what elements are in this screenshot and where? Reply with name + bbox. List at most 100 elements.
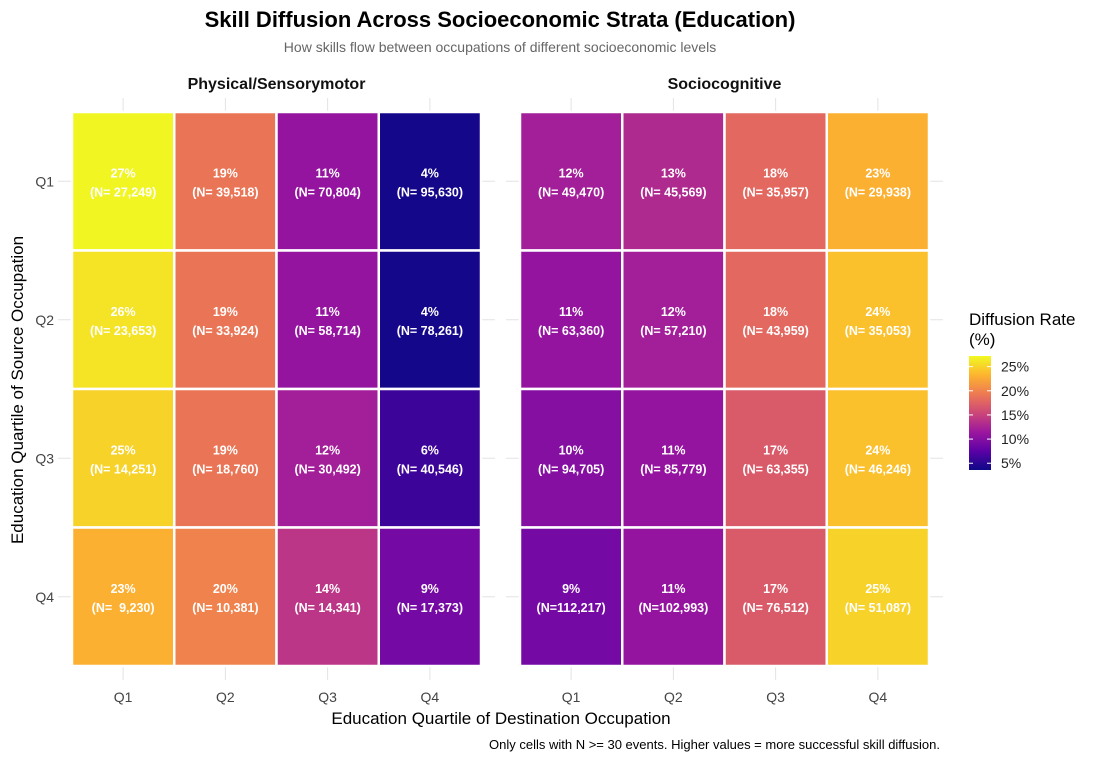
y-tick-label: Q3 [35,450,54,466]
chart-subtitle: How skills flow between occupations of d… [284,39,716,55]
color-legend: Diffusion Rate (%) 5% 10% 15% 20% 25% [969,310,1075,471]
heatmap-cell [723,110,828,252]
x-tick-label: Q1 [562,689,581,705]
cell-rate-label: 24% [865,443,890,457]
cell-rate-label: 19% [213,443,238,457]
cell-count-label: (N= 95,630) [397,185,463,199]
legend-tick-label: 10% [1001,431,1029,447]
y-tick-label: Q2 [35,312,54,328]
heatmap-cell [173,526,278,668]
x-tick-label: Q4 [421,689,440,705]
heatmap-cell [70,110,176,252]
heatmap-cell [70,526,176,668]
cell-rate-label: 12% [559,166,584,180]
cell-rate-label: 11% [315,305,339,319]
cell-count-label: (N= 45,569) [640,185,706,199]
cell-rate-label: 12% [661,305,686,319]
heatmap-cell [518,526,624,668]
heatmap-cell [173,387,278,529]
cell-rate-label: 9% [562,582,580,596]
cell-count-label: (N= 29,938) [845,185,911,199]
legend-tick-label: 20% [1001,383,1029,399]
heatmap-cell [518,110,624,252]
cell-rate-label: 14% [315,582,340,596]
y-tick-label: Q1 [35,173,54,189]
cell-rate-label: 11% [661,582,685,596]
heatmap-cell [825,526,931,668]
heatmap-cell [621,249,726,391]
cell-rate-label: 20% [213,582,238,596]
cell-rate-label: 27% [111,166,136,180]
cell-count-label: (N= 10,381) [192,601,258,615]
facet-title: Sociocognitive [668,76,782,93]
cell-rate-label: 11% [661,443,685,457]
heatmap-cell [825,387,931,529]
cell-rate-label: 25% [111,443,136,457]
cell-count-label: (N= 35,957) [742,185,808,199]
heatmap-cell [275,387,380,529]
cell-count-label: (N= 70,804) [294,185,360,199]
cell-rate-label: 13% [661,166,686,180]
x-tick-label: Q2 [664,689,683,705]
cell-rate-label: 10% [559,443,584,457]
cell-count-label: (N= 14,341) [294,601,360,615]
x-tick-label: Q3 [766,689,785,705]
cell-rate-label: 26% [111,305,136,319]
cell-count-label: (N= 43,959) [742,324,808,338]
cell-count-label: (N= 17,373) [397,601,463,615]
cell-rate-label: 25% [865,582,890,596]
cell-count-label: (N= 49,470) [538,185,604,199]
cell-count-label: (N= 39,518) [192,185,258,199]
legend-tick-label: 5% [1001,455,1021,471]
cell-count-label: (N= 51,087) [845,601,911,615]
cell-rate-label: 18% [763,305,788,319]
legend-tick-label: 25% [1001,359,1029,375]
cell-count-label: (N= 27,249) [90,185,156,199]
heatmap-cell [377,387,483,529]
cell-count-label: (N= 33,924) [192,324,258,338]
cell-count-label: (N= 63,355) [742,462,808,476]
heatmap-cell [70,387,176,529]
heatmap-cell [377,526,483,668]
legend-title-line-1: Diffusion Rate [969,310,1075,329]
cell-count-label: (N=112,217) [537,601,606,615]
cell-count-label: (N= 78,261) [397,324,463,338]
heatmap-cell [723,387,828,529]
x-tick-label: Q3 [318,689,337,705]
legend-colorbar [969,356,991,470]
cell-count-label: (N= 40,546) [397,462,463,476]
facet-panel: Physical/Sensorymotor 27% (N= 27,249) 19% (N… [35,76,495,705]
heatmap-cell [723,249,828,391]
x-axis-title: Education Quartile of Destination Occupa… [331,709,670,728]
cell-count-label: (N= 46,246) [845,462,911,476]
x-tick-label: Q4 [869,689,888,705]
legend-tick-label: 15% [1001,407,1029,423]
heatmap-cell [275,526,380,668]
cell-rate-label: 19% [213,305,238,319]
cell-count-label: (N= 30,492) [294,462,360,476]
cell-rate-label: 4% [421,305,439,319]
cell-rate-label: 11% [559,305,583,319]
facet-title: Physical/Sensorymotor [188,76,366,93]
heatmap-cell [825,110,931,252]
cell-rate-label: 4% [421,166,439,180]
cell-rate-label: 11% [315,166,339,180]
heatmap-cell [621,110,726,252]
cell-count-label: (N= 85,779) [640,462,706,476]
cell-rate-label: 24% [865,305,890,319]
cell-rate-label: 23% [111,582,136,596]
heatmap-cell [518,249,624,391]
heatmap-cell [377,249,483,391]
cell-rate-label: 23% [865,166,890,180]
cell-count-label: (N= 18,760) [192,462,258,476]
cell-count-label: (N= 9,230) [92,601,155,615]
cell-rate-label: 18% [763,166,788,180]
heatmap-cell [825,249,931,391]
legend-title-line-2: (%) [969,330,995,349]
cell-count-label: (N= 57,210) [640,324,706,338]
facet-panels: Physical/Sensorymotor 27% (N= 27,249) 19% (N… [35,76,943,705]
heatmap-cell [723,526,828,668]
y-tick-label: Q4 [35,589,54,605]
chart-title: Skill Diffusion Across Socioeconomic Str… [205,7,796,32]
